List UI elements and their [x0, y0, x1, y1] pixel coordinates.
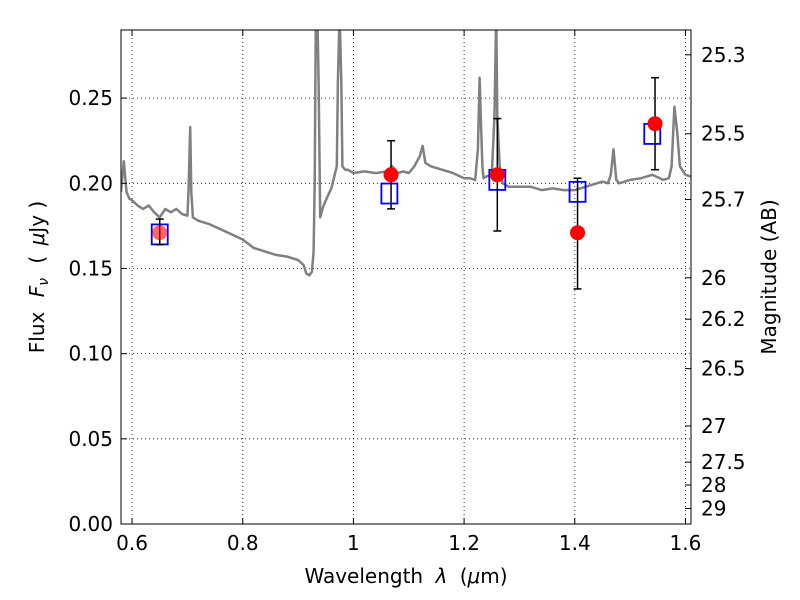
y-axis-label-subscript: ν [36, 278, 52, 286]
x-axis-label-symbol: λ [434, 564, 447, 588]
y-axis-label-unit-mu: μ [25, 233, 49, 247]
observed-point [152, 225, 168, 241]
mag-tick-label: 28 [701, 473, 726, 497]
y-tick-label: 0.10 [68, 342, 113, 366]
x-tick-label: 1 [347, 531, 360, 555]
mag-tick-label: 27.5 [701, 450, 746, 474]
y-tick-label: 0.05 [68, 427, 113, 451]
x-axis-label-unit-mu: μ [467, 564, 481, 588]
y-axis-label-unit-rest: Jy ) [25, 201, 49, 235]
observed-point [570, 225, 586, 241]
mag-tick-label: 29 [701, 496, 726, 520]
mag-tick-label: 26 [701, 266, 726, 290]
y-axis-label: Flux Fν ( μJy ) [25, 201, 53, 353]
y-axis-label-symbol: F [25, 285, 49, 297]
ticks-layer: 0.6 0.8 1 1.2 1.4 1.6 0.00 0.05 0.10 0.15 0.20 0.25… [68, 30, 746, 555]
spectrum-line [121, 30, 691, 277]
y2-axis-label: Magnitude (AB) [757, 199, 781, 354]
mag-tick-label: 26.2 [701, 307, 746, 331]
mag-tick-label: 26.5 [701, 357, 746, 381]
observed-point [647, 116, 663, 132]
y-axis-label-unit-open: ( [25, 256, 49, 264]
x-tick-label: 1.4 [559, 531, 591, 555]
x-tick-label: 1.6 [670, 531, 702, 555]
x-tick-label: 0.8 [227, 531, 259, 555]
grid [121, 30, 691, 525]
x-axis-label-unit-open: ( [460, 564, 468, 588]
y-tick-label: 0.15 [68, 256, 113, 280]
observed-point [383, 167, 399, 183]
spectrum-layer [121, 30, 691, 277]
y-tick-label: 0.00 [68, 512, 113, 536]
markers-layer [150, 76, 663, 290]
x-tick-label: 0.6 [116, 531, 148, 555]
model-square-marker [380, 182, 399, 205]
plot-frame [120, 29, 692, 525]
x-axis-label-prefix: Wavelength [304, 564, 423, 588]
y-tick-label: 0.20 [68, 171, 113, 195]
x-tick-label: 1.2 [448, 531, 480, 555]
mag-tick-label: 27 [701, 414, 726, 438]
mag-tick-label: 25.7 [701, 187, 746, 211]
y-axis-label-prefix: Flux [25, 311, 49, 353]
x-axis-label: Wavelength λ (μm) [304, 564, 507, 588]
mag-tick-label: 25.5 [701, 122, 746, 146]
x-axis-label-unit-rest: m) [480, 564, 507, 588]
observed-point [489, 167, 505, 183]
mag-tick-label: 25.3 [701, 43, 746, 67]
y-tick-label: 0.25 [68, 86, 113, 110]
